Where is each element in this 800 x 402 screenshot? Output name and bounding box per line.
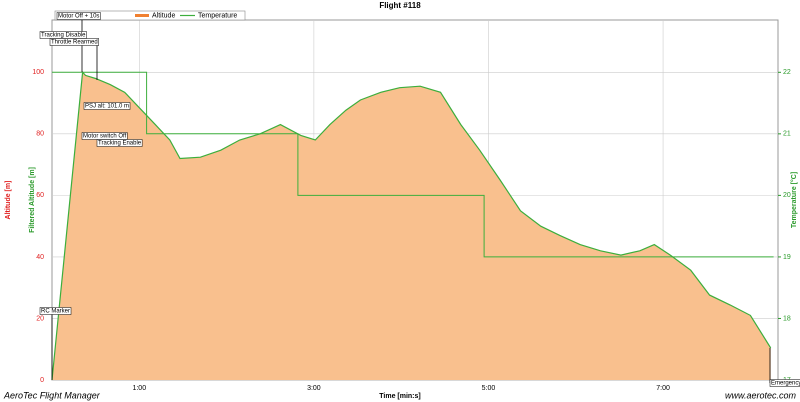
legend-label: Temperature — [198, 12, 237, 19]
legend-swatch — [135, 14, 149, 17]
y2-tick-label: 20 — [783, 192, 791, 199]
chart-title: Flight #118 — [379, 1, 421, 10]
legend-label: Altitude — [152, 12, 175, 19]
annotation-box — [769, 379, 800, 387]
temperature-line — [52, 71, 774, 258]
annotation: RC Marker — [41, 309, 70, 315]
annotation-box — [96, 139, 143, 147]
y-tick-label: 40 — [36, 254, 44, 261]
footer-left: AeroTec Flight Manager — [3, 390, 101, 400]
annotation-box — [49, 38, 99, 46]
annotation: Tracking Enable — [98, 141, 142, 147]
y-tick-label: 0 — [40, 377, 44, 384]
y-tick-label: 100 — [32, 69, 44, 76]
legend-box — [54, 10, 246, 21]
annotation-box — [56, 12, 101, 20]
y-tick-label: 20 — [36, 315, 44, 322]
x-tick-label: 3:00 — [307, 385, 321, 392]
y2-tick-label: 22 — [783, 69, 791, 76]
x-tick-label: 1:00 — [132, 385, 146, 392]
x-tick-label: 7:00 — [656, 385, 670, 392]
annotation: Throttle Rearmed — [51, 40, 98, 46]
annotation-box — [83, 102, 131, 110]
annotation-box — [39, 307, 72, 315]
y-tick-label: 80 — [36, 131, 44, 138]
annotation: PSJ alt: 101.0 m — [85, 104, 129, 110]
annotation: Tracking Disable — [41, 33, 86, 39]
y2-tick-label: 21 — [783, 131, 791, 138]
y-tick-label: 60 — [36, 192, 44, 199]
altitude-area — [52, 72, 771, 381]
x-tick-label: 5:00 — [482, 385, 496, 392]
annotation: Motor Off + 10s — [58, 14, 99, 20]
y-axis-label: Altitude [m] — [5, 181, 12, 220]
annotation: Motor switch Off — [83, 134, 127, 140]
altitude-line — [51, 70, 772, 381]
y2-tick-label: 18 — [783, 315, 791, 322]
y-axis-label-inner: Filtered Altitude [m] — [29, 167, 36, 233]
y2-axis-label: Temperature [°C] — [790, 172, 798, 228]
footer-right: www.aerotec.com — [725, 390, 797, 400]
y2-tick-label: 19 — [783, 254, 791, 261]
x-axis-label: Time [min:s] — [379, 393, 421, 400]
annotation: Emergency — [771, 381, 800, 387]
